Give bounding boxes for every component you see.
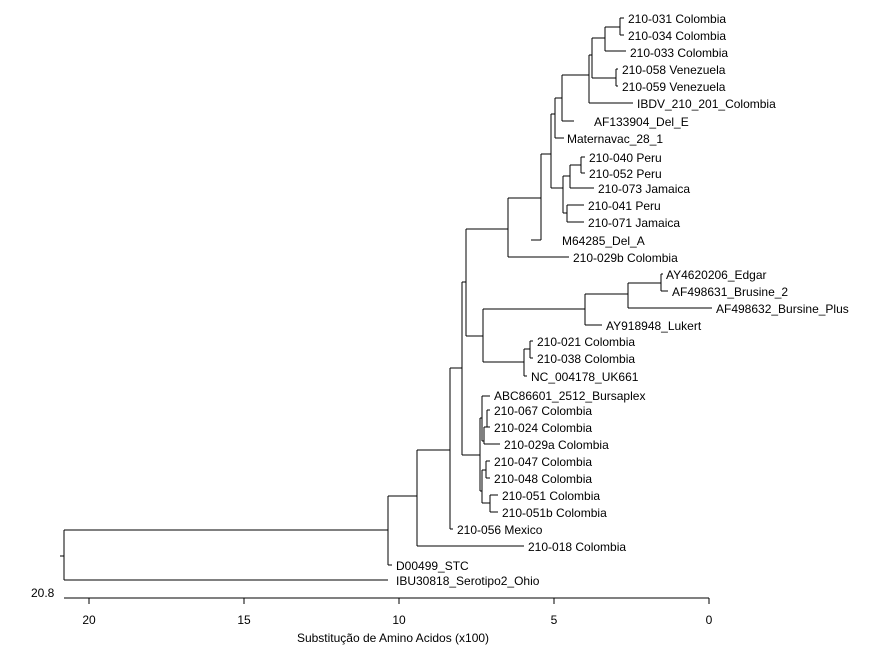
leaf-label: IBU30818_Serotipo2_Ohio <box>396 574 540 588</box>
leaf-label: 210-052 Peru <box>589 167 662 181</box>
leaf-label: 210-056 Mexico <box>457 523 543 537</box>
leaf-label: 210-031 Colombia <box>628 12 726 26</box>
leaf-label: 210-034 Colombia <box>628 29 726 43</box>
axis-tick-label: 0 <box>706 613 713 627</box>
leaf-label: M64285_Del_A <box>562 234 645 248</box>
leaf-label: 210-038 Colombia <box>537 352 635 366</box>
leaf-label: D00499_STC <box>396 559 469 573</box>
leaf-label: 210-067 Colombia <box>494 404 592 418</box>
leaf-label: 210-059 Venezuela <box>622 80 726 94</box>
leaf-label: 210-051b Colombia <box>502 506 607 520</box>
leaf-labels: 210-031 Colombia 210-034 Colombia 210-03… <box>396 12 849 588</box>
leaf-label: 210-047 Colombia <box>494 455 592 469</box>
leaf-label: 210-073 Jamaica <box>598 182 690 196</box>
leaf-label: 210-041 Peru <box>588 199 661 213</box>
leaf-label: 210-071 Jamaica <box>588 216 680 230</box>
axis-tick-label: 20 <box>82 613 96 627</box>
leaf-label: 210-018 Colombia <box>528 540 626 554</box>
tree-branches <box>60 17 712 581</box>
leaf-label: 210-033 Colombia <box>630 46 728 60</box>
leaf-label: IBDV_210_201_Colombia <box>637 97 776 111</box>
leaf-label: 210-029b Colombia <box>573 251 678 265</box>
leaf-label: AF498632_Bursine_Plus <box>716 302 849 316</box>
axis-tick-label: 5 <box>551 613 558 627</box>
leaf-label: ABC86601_2512_Bursaplex <box>494 389 645 403</box>
leaf-label: 210-029a Colombia <box>504 438 609 452</box>
leaf-label: 210-040 Peru <box>589 151 662 165</box>
leaf-label: AY918948_Lukert <box>606 319 702 333</box>
distance-axis: 20.8 20 15 10 5 0 Substitução de Amino A… <box>31 586 713 645</box>
leaf-label: NC_004178_UK661 <box>531 370 639 384</box>
leaf-label: 210-048 Colombia <box>494 472 592 486</box>
leaf-label: 210-058 Venezuela <box>622 63 726 77</box>
scale-label: 20.8 <box>31 586 55 600</box>
leaf-label: 210-024 Colombia <box>494 421 592 435</box>
axis-tick-label: 10 <box>392 613 406 627</box>
axis-tick-label: 15 <box>237 613 251 627</box>
leaf-label: 210-051 Colombia <box>502 489 600 503</box>
leaf-label: AY4620206_Edgar <box>666 268 767 282</box>
leaf-label: 210-021 Colombia <box>537 335 635 349</box>
axis-title: Substitução de Amino Acidos (x100) <box>297 631 489 645</box>
leaf-label: AF133904_Del_E <box>594 115 689 129</box>
leaf-label: AF498631_Brusine_2 <box>672 285 788 299</box>
leaf-label: Maternavac_28_1 <box>567 132 663 146</box>
